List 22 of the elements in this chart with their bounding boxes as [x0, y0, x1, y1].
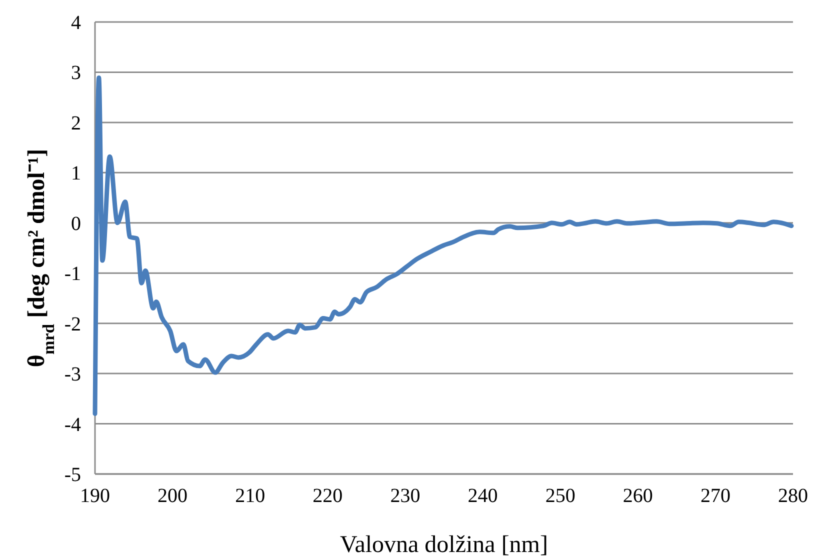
x-tick-label: 270 — [700, 485, 730, 508]
y-tick-label: 2 — [71, 112, 81, 134]
y-tick-label: -2 — [64, 313, 81, 336]
y-tick-label: 4 — [71, 12, 81, 34]
x-tick-label: 200 — [158, 485, 188, 508]
x-axis-title: Valovna dolžina [nm] — [340, 532, 548, 558]
x-tick-label: 190 — [80, 485, 110, 508]
x-tick-label: 220 — [312, 485, 343, 508]
x-tick-label: 260 — [622, 485, 653, 508]
y-tick-label: 0 — [71, 212, 81, 235]
y-tick-label: -1 — [64, 263, 81, 286]
x-tick-label: 280 — [778, 485, 808, 508]
y-tick-label: -3 — [64, 364, 81, 386]
x-tick-label: 210 — [235, 485, 266, 508]
x-tick-label: 240 — [468, 485, 498, 508]
y-tick-label: -4 — [64, 414, 81, 436]
y-tick-label: 1 — [71, 162, 81, 185]
y-tick-label: 3 — [71, 62, 81, 84]
x-tick-label: 250 — [545, 485, 576, 508]
line-series — [92, 75, 794, 416]
x-tick-label: 230 — [390, 485, 420, 508]
y-tick-label: -5 — [64, 464, 81, 486]
